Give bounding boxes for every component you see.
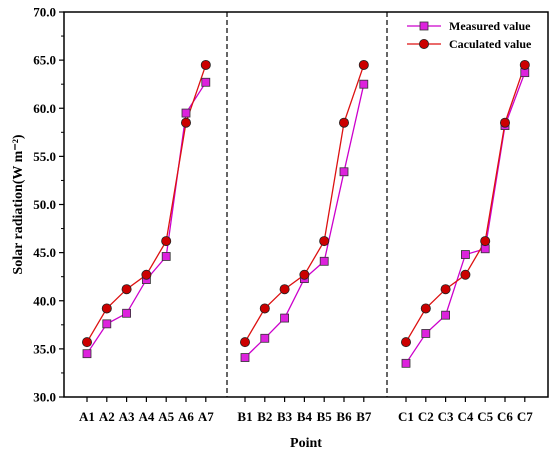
x-tick-label: A7	[198, 409, 214, 424]
point-series1-A3	[122, 308, 131, 318]
y-tick-label: 65.0	[33, 53, 56, 68]
point-series1-C1	[401, 358, 411, 368]
point-series2-B5	[319, 236, 330, 247]
series-line-2-B	[244, 64, 365, 343]
x-tick-label: A6	[178, 409, 194, 424]
point-series2-A7	[200, 59, 211, 70]
point-series1-B7	[359, 79, 369, 89]
point-series2-A2	[101, 303, 112, 314]
y-tick-label: 60.0	[33, 101, 56, 116]
x-tick-label: C7	[517, 409, 533, 424]
x-tick-label: C6	[497, 409, 513, 424]
point-series2-C3	[440, 284, 451, 295]
point-series1-A7	[201, 77, 211, 87]
x-tick-label: C4	[457, 409, 473, 424]
point-series1-B5	[319, 256, 329, 266]
y-tick-label: 50.0	[33, 197, 56, 212]
y-tick-label: 55.0	[33, 149, 56, 164]
point-series1-B6	[339, 167, 349, 177]
point-series2-C2	[420, 303, 431, 314]
point-series2-C5	[480, 236, 491, 247]
point-series2-B4	[299, 269, 310, 280]
point-series2-A3	[121, 284, 132, 295]
point-series2-C4	[460, 269, 471, 280]
point-series2-A4	[141, 269, 152, 280]
y-tick-label: 70.0	[33, 5, 56, 20]
x-tick-label: C1	[398, 409, 414, 424]
series-line-2-C	[405, 64, 526, 343]
x-tick-label: C3	[438, 409, 454, 424]
x-tick-label: B5	[317, 409, 333, 424]
point-series2-A6	[180, 117, 191, 128]
point-series2-A1	[82, 337, 93, 348]
point-series2-A5	[161, 236, 172, 247]
point-series2-B7	[358, 59, 369, 70]
x-axis-title: Point	[290, 436, 322, 451]
x-tick-label: B3	[277, 409, 293, 424]
legend-label-2: Caculated value	[449, 37, 532, 51]
x-tick-label: A2	[99, 409, 115, 424]
x-tick-label: B4	[297, 409, 313, 424]
x-tick-label: B2	[257, 409, 272, 424]
x-tick-label: B7	[356, 409, 372, 424]
point-series2-C6	[499, 117, 510, 128]
point-series1-A6	[181, 108, 191, 118]
y-tick-label: 30.0	[33, 390, 56, 405]
point-series1-B1	[240, 353, 250, 362]
y-tick-label: 40.0	[33, 293, 56, 308]
x-tick-label: A3	[119, 409, 135, 424]
point-series2-B1	[239, 337, 250, 348]
x-tick-label: C2	[418, 409, 434, 424]
point-series1-A1	[82, 349, 92, 359]
legend-marker-square	[419, 21, 429, 31]
series-line-2-A	[86, 64, 207, 343]
point-series1-C4	[460, 250, 470, 259]
point-series2-C7	[519, 59, 530, 70]
point-series1-A5	[161, 252, 171, 261]
x-tick-label: A4	[138, 409, 154, 424]
y-tick-label: 45.0	[33, 245, 56, 260]
point-series1-B3	[280, 313, 290, 323]
point-series1-B2	[260, 333, 270, 343]
x-tick-label: A1	[79, 409, 95, 424]
x-tick-label: C5	[477, 409, 493, 424]
point-series2-B3	[279, 284, 290, 295]
legend-label-1: Measured value	[449, 19, 531, 33]
y-tick-label: 35.0	[33, 341, 56, 356]
point-series1-C2	[421, 329, 431, 338]
point-series2-B6	[338, 117, 349, 128]
y-axis-title: Solar radiation(W m⁻²)	[11, 134, 26, 275]
point-series2-C1	[400, 337, 411, 348]
x-tick-label: B6	[336, 409, 352, 424]
x-tick-label: B1	[237, 409, 252, 424]
point-series1-C3	[441, 310, 451, 320]
legend-marker-circle	[418, 39, 429, 50]
plot-frame	[63, 11, 549, 398]
point-series2-B2	[259, 303, 270, 314]
x-tick-label: A5	[158, 409, 174, 424]
point-series1-A2	[102, 319, 112, 329]
